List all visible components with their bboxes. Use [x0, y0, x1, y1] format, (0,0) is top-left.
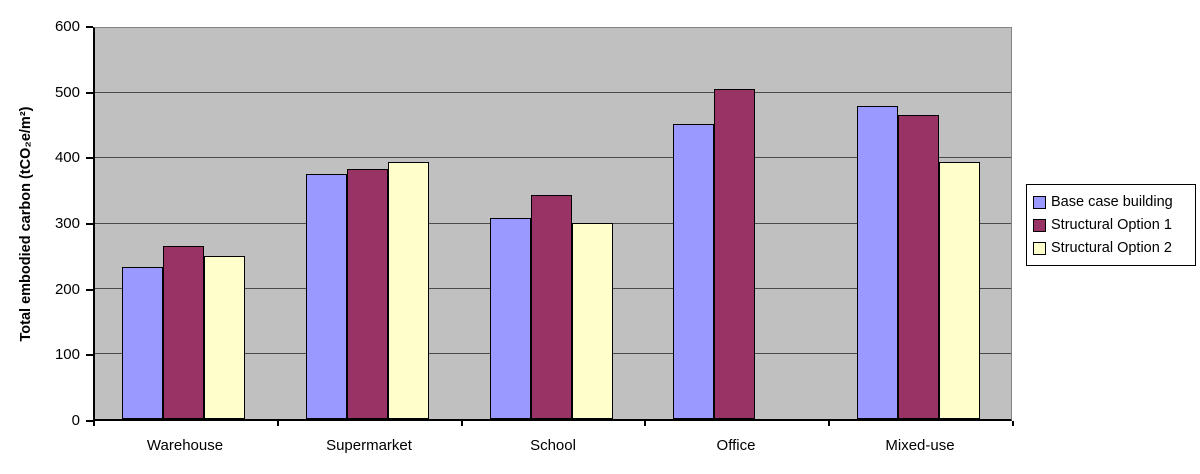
- x-category-label-school: School: [530, 437, 576, 454]
- x-tick-mark-4: [828, 421, 830, 426]
- x-tick-mark-3: [644, 421, 646, 426]
- y-tick-mark-500: [86, 92, 93, 94]
- x-tick-mark-1: [277, 421, 279, 426]
- x-tick-mark-0: [93, 421, 95, 426]
- legend: Base case building Structural Option 1 Str…: [1026, 184, 1196, 266]
- gridline-500: [95, 92, 1011, 94]
- y-tick-label-500: 500: [54, 84, 80, 101]
- bar-warehouse-base-case-building: [122, 267, 163, 419]
- bar-school-structural-option-1: [531, 194, 572, 419]
- y-tick-mark-300: [86, 223, 93, 225]
- y-tick-mark-0: [86, 420, 93, 422]
- y-tick-label-200: 200: [54, 281, 80, 298]
- legend-item-base-case-building: Base case building: [1033, 191, 1189, 213]
- y-tick-label-600: 600: [54, 18, 80, 35]
- x-category-label-warehouse: Warehouse: [146, 437, 224, 454]
- bar-mixed-use-structural-option-1: [898, 114, 939, 419]
- legend-swatch-structural-option-2: [1033, 241, 1046, 255]
- y-tick-label-0: 0: [71, 412, 80, 429]
- bar-office-base-case-building: [673, 124, 714, 419]
- bar-mixed-use-structural-option-2: [939, 161, 980, 419]
- bar-school-structural-option-2: [572, 222, 613, 419]
- legend-item-structural-option-2: Structural Option 2: [1033, 237, 1189, 259]
- legend-swatch-structural-option-1: [1033, 218, 1046, 232]
- x-category-label-mixed-use: Mixed-use: [885, 437, 955, 454]
- y-tick-mark-400: [86, 157, 93, 159]
- legend-label-base-case-building: Base case building: [1051, 194, 1173, 210]
- y-tick-label-400: 400: [54, 149, 80, 166]
- y-tick-mark-100: [86, 354, 93, 356]
- legend-swatch-base-case-building: [1033, 195, 1046, 209]
- bar-supermarket-base-case-building: [306, 173, 347, 419]
- x-category-label-supermarket: Supermarket: [326, 437, 412, 454]
- bar-warehouse-structural-option-1: [163, 245, 204, 419]
- bar-mixed-use-base-case-building: [857, 106, 898, 419]
- y-tick-label-100: 100: [54, 346, 80, 363]
- legend-label-structural-option-2: Structural Option 2: [1051, 240, 1172, 256]
- bar-supermarket-structural-option-1: [347, 168, 388, 419]
- bar-office-structural-option-1: [714, 88, 755, 419]
- bar-supermarket-structural-option-2: [388, 161, 429, 419]
- x-tick-mark-5: [1012, 421, 1014, 426]
- plot-area: [93, 27, 1012, 421]
- bar-school-base-case-building: [490, 218, 531, 419]
- y-tick-label-300: 300: [54, 215, 80, 232]
- x-tick-mark-2: [461, 421, 463, 426]
- x-category-label-office: Office: [716, 437, 756, 454]
- y-tick-mark-600: [86, 26, 93, 28]
- y-tick-mark-200: [86, 289, 93, 291]
- gridline-400: [95, 157, 1011, 159]
- legend-label-structural-option-1: Structural Option 1: [1051, 217, 1172, 233]
- legend-item-structural-option-1: Structural Option 1: [1033, 214, 1189, 236]
- bar-warehouse-structural-option-2: [204, 256, 245, 419]
